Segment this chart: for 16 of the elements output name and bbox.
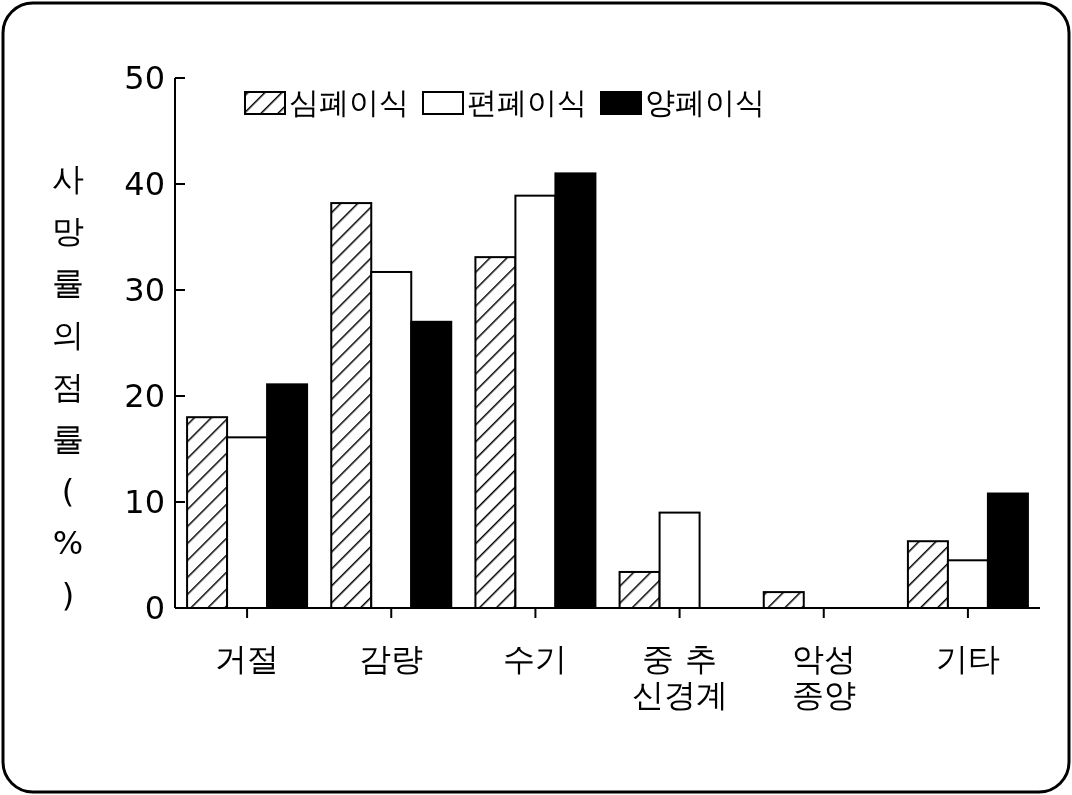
y-tick-label: 0 [144,589,165,627]
y-tick-label: 50 [124,59,165,97]
x-tick-label: 감량 [359,640,424,678]
legend-label: 심폐이식 [289,85,409,120]
text: 사망률의 점률(%) [52,160,84,614]
y-tick-label: 20 [124,377,165,415]
x-tick-label: 기타 [935,640,1000,678]
y-tick-label: 40 [124,165,165,203]
legend-label: 양폐이식 [645,85,765,120]
y-tick-label: 30 [124,271,165,309]
x-tick-label: 중 추 신경계 [631,640,728,714]
y-tick-label: 10 [124,483,165,521]
x-tick-label: 악성 종양 [791,640,856,714]
legend-label: 편폐이식 [467,85,587,120]
x-tick-label: 거절 [215,640,280,678]
x-tick-label: 수기 [503,640,568,678]
